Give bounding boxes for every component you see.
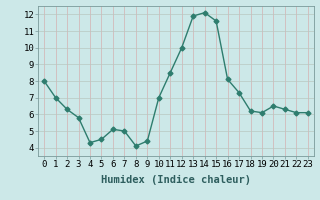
X-axis label: Humidex (Indice chaleur): Humidex (Indice chaleur): [101, 175, 251, 185]
